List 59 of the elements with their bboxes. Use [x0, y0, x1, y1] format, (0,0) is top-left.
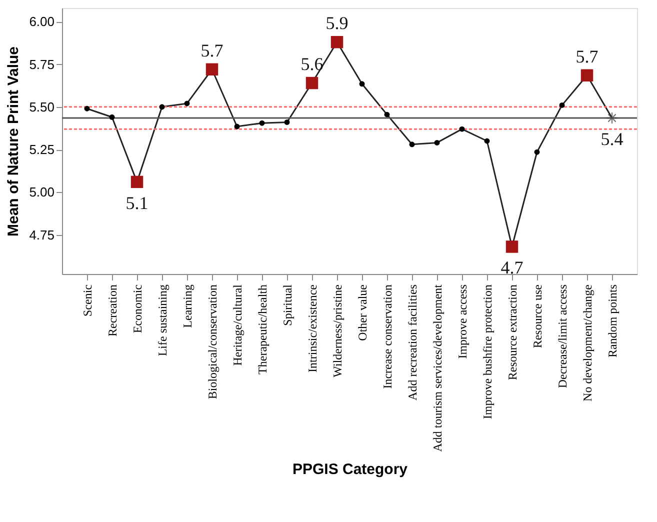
x-axis-title: PPGIS Category	[292, 460, 408, 478]
x-tick-label: Learning	[180, 284, 194, 328]
x-tick-label: Recreation	[106, 284, 120, 336]
x-tick-label: Improve access	[456, 284, 470, 359]
point	[409, 142, 415, 148]
point	[330, 36, 344, 48]
x-tick-label: Scenic	[80, 284, 94, 316]
x-tick-label: Improve bushfire protection	[480, 284, 494, 420]
x-tick-label: Intrinsic/existence	[306, 284, 320, 372]
x-tick-label: Biological/conservation	[206, 284, 220, 400]
y-tick-label: 5.00	[29, 184, 54, 200]
point	[384, 112, 390, 118]
x-tick-label: Spiritual	[280, 284, 294, 326]
y-tick-label: 4.75	[29, 227, 54, 242]
point	[159, 104, 165, 110]
point	[259, 120, 265, 126]
data-label: 5.7	[200, 40, 224, 60]
data-label: 4.7	[500, 258, 524, 278]
point	[206, 63, 218, 76]
x-tick-label: No development/change	[580, 284, 594, 402]
x-tick-label: Increase conservation	[380, 284, 394, 389]
x-tick-label: Add tourism services/development	[430, 284, 444, 452]
point	[559, 102, 565, 108]
point	[606, 112, 618, 124]
x-tick-label: Economic	[130, 284, 144, 334]
x-tick-label: Therapeutic/health	[256, 284, 270, 374]
point	[284, 120, 290, 125]
x-tick-label: Decrease/limit access	[556, 284, 570, 388]
x-tick-label: Add recreation facilities	[406, 284, 420, 400]
x-tick-label: Other value	[356, 284, 370, 341]
point	[506, 240, 518, 253]
y-tick-label: 6.00	[29, 14, 54, 30]
x-tick-label: Wilderness/pristine	[330, 284, 344, 378]
point	[306, 76, 318, 90]
point	[359, 81, 365, 87]
x-tick-label: Heritage/cultural	[230, 284, 244, 366]
data-label: 5.7	[576, 46, 598, 66]
point	[184, 100, 190, 106]
data-label: 5.6	[300, 54, 324, 74]
point	[534, 149, 540, 155]
point	[130, 176, 144, 188]
data-label: 5.4	[600, 128, 624, 149]
point	[109, 114, 115, 120]
point	[84, 106, 90, 112]
x-tick-label: Life sustaining	[156, 284, 170, 356]
y-tick-label: 5.25	[29, 142, 54, 158]
x-tick-label: Random points	[606, 284, 620, 358]
y-tick-label: 5.75	[29, 56, 54, 72]
x-tick-label: Resource extraction	[506, 284, 520, 380]
y-tick-label: 5.50	[29, 99, 54, 114]
data-label: 5.1	[126, 192, 148, 213]
x-tick-label: Resource use	[530, 284, 544, 348]
data-label: 5.9	[326, 13, 348, 34]
y-axis-title: Mean of Nature Print Value	[5, 46, 22, 237]
point	[434, 140, 440, 146]
point	[484, 138, 490, 144]
point	[234, 124, 240, 130]
point	[459, 126, 465, 132]
point	[580, 69, 594, 82]
